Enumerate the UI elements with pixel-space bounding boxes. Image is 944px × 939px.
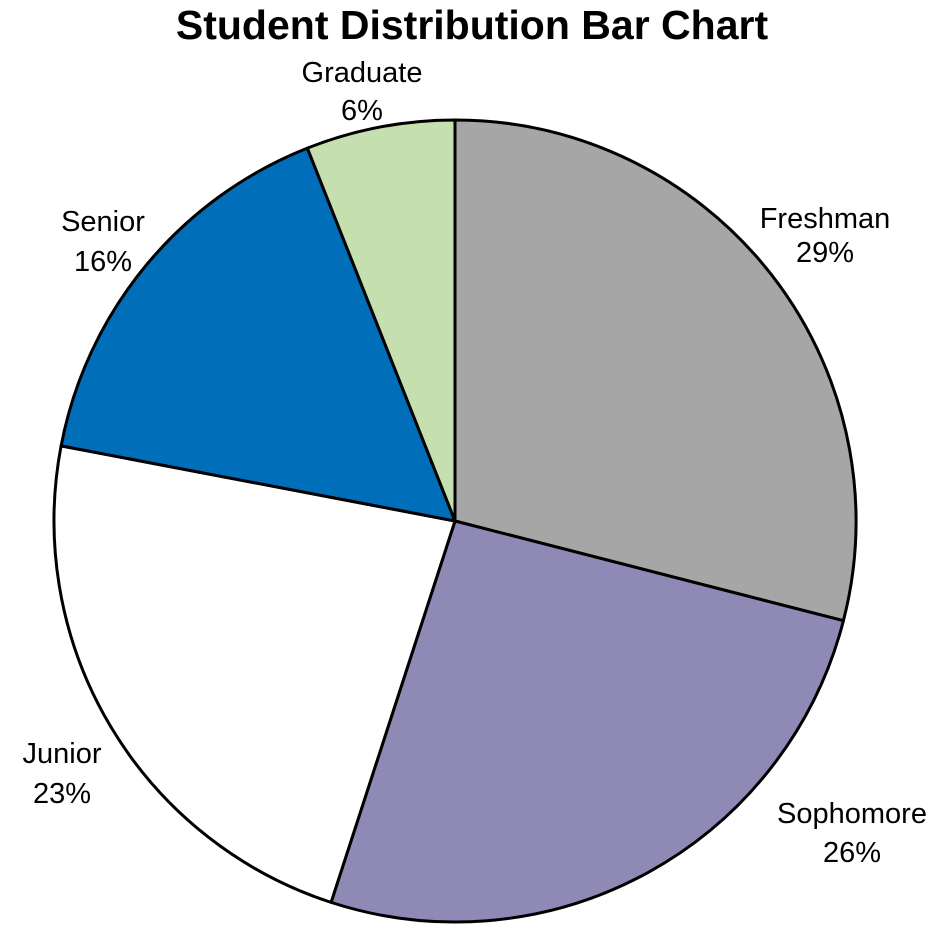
- chart-title: Student Distribution Bar Chart: [175, 2, 769, 48]
- slice-percent-junior: 23%: [33, 778, 91, 810]
- slice-label-freshman: Freshman: [760, 203, 891, 235]
- pie-slice-senior: [59, 146, 457, 523]
- pie-slice-graduate: [305, 118, 457, 523]
- slice-percent-sophomore: 26%: [823, 837, 881, 869]
- slice-label-graduate: Graduate: [302, 57, 423, 89]
- slice-percent-senior: 16%: [74, 246, 132, 278]
- pie-slice-sophomore: [329, 519, 845, 924]
- slice-label-senior: Senior: [61, 206, 145, 238]
- slice-percent-graduate: 6%: [341, 95, 383, 127]
- slice-label-junior: Junior: [23, 738, 102, 770]
- slice-percent-freshman: 29%: [796, 237, 854, 269]
- pie-slice-junior: [52, 444, 457, 904]
- slice-label-sophomore: Sophomore: [777, 798, 927, 830]
- pie-slices: [52, 118, 858, 924]
- pie-slice-freshman: [453, 118, 858, 623]
